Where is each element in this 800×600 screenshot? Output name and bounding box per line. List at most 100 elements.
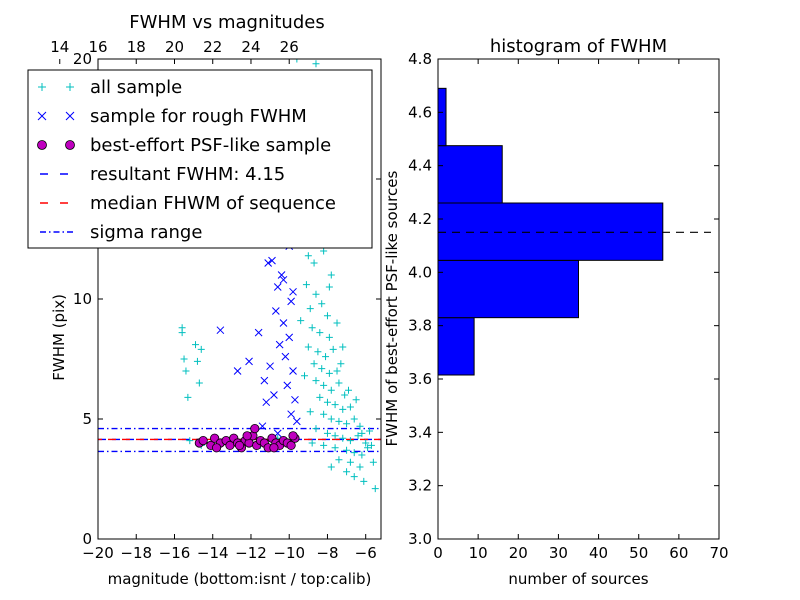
plus-marker	[339, 405, 347, 413]
plus-mark	[327, 463, 335, 471]
histogram-bar	[438, 317, 475, 376]
plus-marker	[350, 473, 358, 481]
plus-mark	[320, 441, 328, 449]
plus-mark	[316, 329, 324, 337]
circle-marker	[242, 431, 252, 441]
plus-marker	[304, 343, 312, 351]
plus-marker	[356, 422, 364, 430]
plus-mark	[341, 391, 349, 399]
plus-marker	[193, 357, 201, 365]
legend-circle-marker	[65, 140, 75, 150]
plus-mark	[362, 439, 370, 447]
circle-marker	[288, 431, 298, 441]
plus-mark	[302, 281, 310, 289]
plus-mark	[327, 386, 335, 394]
plus-mark	[184, 393, 192, 401]
plus-marker	[195, 379, 203, 387]
y-tick-label: 3.6	[408, 370, 432, 388]
legend-plus-marker	[66, 83, 74, 91]
plus-marker	[339, 434, 347, 442]
plus-marker	[331, 401, 339, 409]
plus-mark	[301, 372, 309, 380]
plus-mark	[358, 451, 366, 459]
plus-marker	[312, 60, 320, 68]
plus-marker	[350, 415, 358, 423]
plus-mark	[320, 410, 328, 418]
x-tick-label: −6	[355, 544, 377, 562]
legend-x-marker	[37, 111, 47, 121]
y-tick-label: 4.2	[408, 210, 432, 228]
left-y-axis-label: FWHM (pix)	[50, 294, 68, 381]
plus-mark	[343, 468, 351, 476]
x-marker	[254, 328, 263, 337]
plus-mark	[193, 357, 201, 365]
plus-mark	[312, 377, 320, 385]
plus-mark	[346, 458, 354, 466]
plus-marker	[192, 341, 200, 349]
legend-label: all sample	[90, 77, 182, 98]
plus-marker	[320, 410, 328, 418]
plus-mark	[308, 324, 316, 332]
plus-mark	[335, 456, 343, 464]
top-tick-label: 20	[165, 38, 184, 56]
plus-mark	[329, 345, 337, 353]
legend-circle-marker	[37, 140, 47, 150]
plus-marker	[367, 441, 375, 449]
legend-x-marker	[65, 111, 75, 121]
plus-marker	[346, 437, 354, 445]
plus-mark	[327, 415, 335, 423]
plus-marker	[323, 429, 331, 437]
left-ticks: −20−18−16−14−12−10−8−6051015201416182022…	[50, 38, 381, 562]
plus-mark	[356, 463, 364, 471]
plus-marker	[302, 281, 310, 289]
x-tick-label: −16	[159, 544, 191, 562]
plus-mark	[339, 405, 347, 413]
x-marker	[285, 333, 294, 342]
plus-marker	[356, 463, 364, 471]
plus-mark	[320, 247, 328, 255]
plus-marker	[333, 319, 341, 327]
plus-mark	[308, 439, 316, 447]
plus-mark	[192, 341, 200, 349]
plus-marker	[323, 312, 331, 320]
plus-marker	[312, 290, 320, 298]
x-marker	[291, 395, 299, 404]
plus-mark	[293, 59, 301, 63]
x-marker	[260, 376, 269, 385]
histogram-bar	[438, 87, 447, 147]
plus-mark	[344, 386, 352, 394]
x-tick-label: 40	[589, 544, 608, 562]
plus-mark	[339, 343, 347, 351]
plus-mark	[350, 415, 358, 423]
x-marker	[264, 259, 273, 267]
plus-mark	[318, 365, 326, 373]
plus-marker	[322, 353, 330, 361]
plus-marker	[312, 377, 320, 385]
plus-mark	[318, 300, 326, 308]
histogram-bar	[438, 259, 579, 319]
plus-marker	[301, 372, 309, 380]
y-tick-label: 4.6	[408, 103, 432, 121]
legend-entries: all sample sample for rough FWHM best-effo…	[37, 77, 336, 243]
plus-mark	[312, 290, 320, 298]
x-marker	[293, 417, 301, 426]
plus-mark	[320, 381, 328, 389]
x-tick-label: 30	[549, 544, 568, 562]
plus-marker	[178, 329, 186, 337]
x-marker	[233, 367, 242, 375]
legend-label: sample for rough FWHM	[90, 106, 307, 127]
plus-mark	[333, 367, 341, 375]
plus-mark	[350, 473, 358, 481]
plus-mark	[182, 367, 190, 375]
plus-mark	[339, 434, 347, 442]
top-tick-label: 22	[203, 38, 222, 56]
plus-marker	[331, 432, 339, 440]
plus-marker	[354, 432, 362, 440]
circle-marker	[269, 443, 279, 453]
plus-marker	[320, 381, 328, 389]
plus-marker	[297, 317, 305, 325]
plus-marker	[325, 333, 333, 341]
x-marker	[275, 340, 284, 349]
plus-marker	[186, 437, 194, 445]
